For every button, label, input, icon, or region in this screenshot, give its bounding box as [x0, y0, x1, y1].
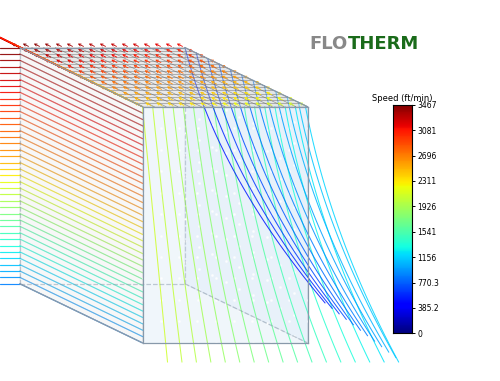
- Text: FLO: FLO: [309, 35, 348, 53]
- Text: THERM: THERM: [348, 35, 419, 53]
- Polygon shape: [185, 48, 308, 343]
- Polygon shape: [142, 107, 308, 343]
- Polygon shape: [20, 48, 142, 343]
- Title: Speed (ft/min): Speed (ft/min): [372, 94, 432, 102]
- Polygon shape: [20, 48, 308, 107]
